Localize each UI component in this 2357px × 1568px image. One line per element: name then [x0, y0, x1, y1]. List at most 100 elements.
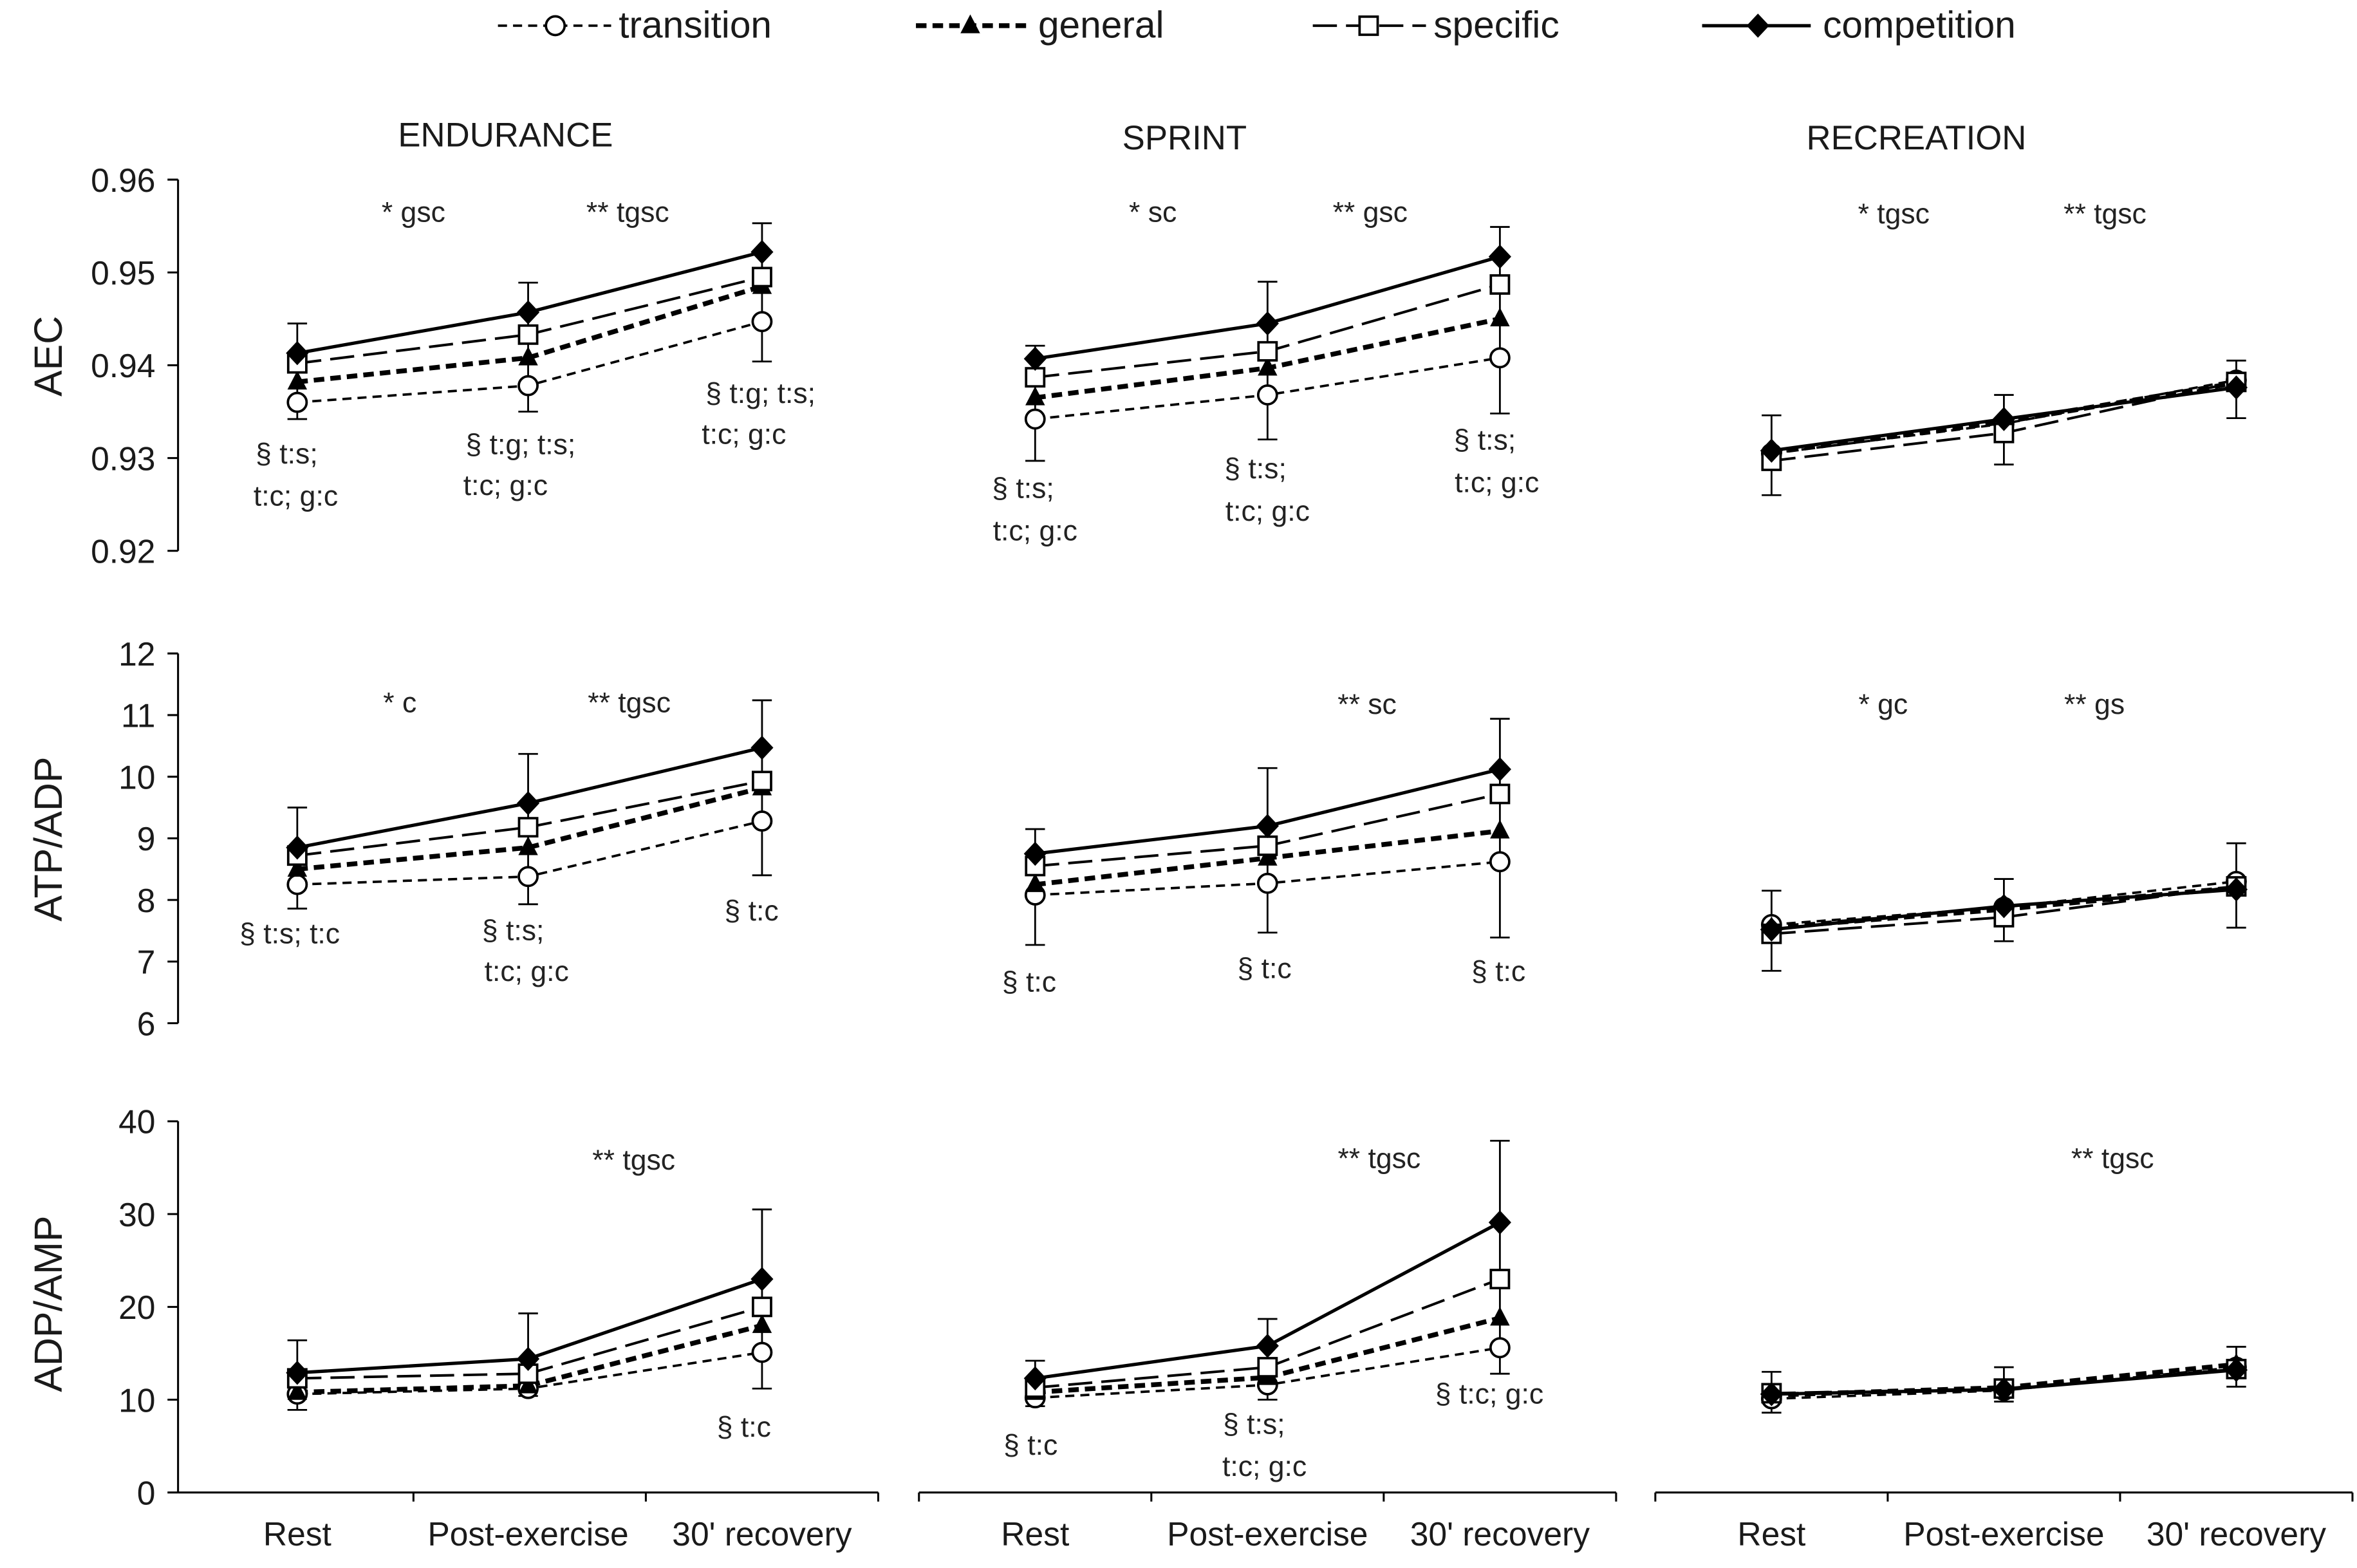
marker-competition-rest — [286, 835, 309, 860]
significance-annotation: § t:c — [1003, 1430, 1057, 1461]
marker-transition-rest — [286, 391, 308, 413]
marker-competition-post-exercise — [1992, 407, 2015, 431]
significance-annotation: * c — [383, 687, 416, 719]
x-tick-label-30-recovery: 30' recovery — [1410, 1515, 1590, 1553]
marker-specific-post-exercise — [517, 324, 539, 345]
marker-competition-post-exercise — [1256, 1334, 1279, 1358]
marker-specific-30-recovery — [1489, 783, 1511, 805]
significance-annotation: ** tgsc — [586, 197, 669, 229]
significance-annotation: ** tgsc — [592, 1144, 675, 1176]
x-tick-label-30-recovery: 30' recovery — [672, 1515, 852, 1553]
legend-label-transition: transition — [619, 5, 772, 46]
legend-item-transition: transition — [498, 5, 772, 46]
marker-transition-30-recovery — [1489, 1337, 1511, 1359]
significance-annotation: § t:s; — [1454, 425, 1516, 456]
column-title-sprint: SPRINT — [1123, 119, 1247, 157]
significance-annotation: § t:g; t:s; — [705, 378, 815, 409]
y-axis-aec: 0.96 0.95 0.94 0.93 0.92 AEC — [26, 162, 180, 570]
marker-transition-30-recovery — [751, 1341, 773, 1363]
x-axis-recreation: Rest Post-exercise 30' recovery — [1654, 1491, 2354, 1553]
significance-annotation: § t:c — [1002, 966, 1056, 998]
y-tick-label: 6 — [137, 1005, 156, 1042]
y-axis-title-aec: AEC — [26, 316, 70, 397]
marker-general-30-recovery — [1490, 819, 1510, 839]
x-axis-sprint: Rest Post-exercise 30' recovery — [918, 1491, 1617, 1553]
legend-marker-transition — [545, 15, 566, 37]
y-tick-label: 40 — [118, 1103, 155, 1141]
significance-annotation: t:c; g:c — [1222, 1451, 1307, 1482]
legend-label-general: general — [1038, 5, 1164, 46]
marker-general-rest — [1025, 873, 1045, 892]
marker-competition-rest — [286, 341, 309, 366]
significance-annotation: * gc — [1858, 689, 1908, 720]
y-tick-label: 11 — [121, 697, 156, 734]
panel-recreation-atp-adp: * gc ** gs — [1760, 689, 2248, 972]
x-tick-label-post-exercise: Post-exercise — [1903, 1515, 2104, 1553]
significance-annotation: t:c; g:c — [1225, 496, 1310, 527]
panel-endurance-atp-adp: * c ** tgsc § t:s; t:c § t:s; t:c; g:c § t:c — [239, 687, 778, 987]
marker-general-post-exercise — [1258, 846, 1278, 866]
significance-annotation: § t:s; — [992, 473, 1054, 505]
x-tick-label-post-exercise: Post-exercise — [1167, 1515, 1368, 1553]
marker-general-rest — [1025, 386, 1045, 406]
significance-annotation: * gsc — [382, 197, 445, 229]
y-axis-atp-adp: 12 11 10 9 8 7 6 ATP/ADP — [26, 635, 180, 1042]
panel-endurance-aec: * gsc ** tgsc § t:s; t:c; g:c § t:g; t:s; t:c… — [254, 197, 815, 512]
marker-general-rest — [287, 1381, 308, 1400]
error-bar-30-recovery — [1490, 1139, 1510, 1375]
y-axis-title-atp-adp: ATP/ADP — [26, 756, 70, 921]
marker-general-rest — [287, 857, 308, 877]
significance-annotation: ** sc — [1337, 689, 1397, 720]
significance-annotation: § t:g; t:s; — [465, 429, 575, 461]
panel-sprint-atp-adp: ** sc § t:c § t:c § t:c — [1002, 689, 1525, 998]
marker-competition-rest — [286, 1360, 309, 1385]
significance-annotation: § t:c — [1471, 956, 1525, 987]
marker-transition-30-recovery — [1489, 851, 1511, 873]
x-tick-label-rest: Rest — [1001, 1515, 1069, 1553]
series-line-specific — [297, 1305, 763, 1380]
significance-annotation: § t:s; t:c — [239, 918, 340, 949]
significance-annotation: ** tgsc — [2064, 198, 2147, 230]
marker-specific-30-recovery — [1489, 274, 1511, 295]
legend-marker-general — [960, 14, 980, 33]
y-tick-label: 9 — [137, 820, 156, 857]
y-tick-label: 8 — [137, 882, 156, 919]
significance-annotation: t:c; g:c — [463, 470, 548, 501]
marker-transition-30-recovery — [751, 311, 773, 333]
panel-recreation-adp-amp: ** tgsc — [1760, 1143, 2248, 1414]
panel-sprint-adp-amp: ** tgsc § t:c § t:s; t:c; g:c § t:c; g:c — [1003, 1139, 1543, 1482]
marker-competition-post-exercise — [1256, 814, 1279, 839]
marker-transition-rest — [286, 873, 308, 895]
marker-competition-rest — [1023, 1366, 1047, 1391]
y-tick-label: 10 — [118, 758, 155, 796]
marker-competition-post-exercise — [1256, 311, 1279, 336]
legend-label-competition: competition — [1823, 5, 2016, 46]
significance-annotation: ** gsc — [1333, 197, 1408, 229]
marker-competition-30-recovery — [750, 1267, 774, 1291]
marker-competition-30-recovery — [1488, 757, 1511, 781]
y-tick-label: 0.95 — [91, 254, 155, 292]
marker-specific-post-exercise — [1257, 341, 1278, 362]
significance-annotation: § t:c; g:c — [1435, 1378, 1543, 1410]
legend: transition general specific competition — [498, 5, 2016, 46]
x-axis-endurance: Rest Post-exercise 30' recovery — [178, 1491, 879, 1553]
marker-general-post-exercise — [518, 836, 538, 855]
significance-annotation: § t:s; — [1224, 453, 1287, 485]
marker-general-30-recovery — [752, 1314, 772, 1333]
marker-competition-30-recovery — [1488, 244, 1511, 269]
significance-annotation: § t:s; — [256, 438, 318, 470]
marker-competition-post-exercise — [516, 791, 540, 816]
panel-recreation-aec: * tgsc ** tgsc — [1760, 198, 2248, 496]
marker-competition-rest — [1023, 346, 1047, 371]
significance-annotation: * tgsc — [1858, 198, 1930, 230]
marker-transition-post-exercise — [517, 866, 539, 888]
y-axis-title-adp-amp: ADP/AMP — [26, 1216, 70, 1392]
marker-competition-30-recovery — [750, 735, 774, 760]
marker-competition-post-exercise — [1992, 893, 2015, 919]
significance-annotation: § t:s; — [482, 915, 545, 947]
y-tick-label: 20 — [118, 1289, 155, 1326]
y-tick-label: 10 — [118, 1381, 155, 1419]
legend-item-competition: competition — [1702, 5, 2016, 46]
y-tick-label: 0.93 — [91, 440, 155, 477]
